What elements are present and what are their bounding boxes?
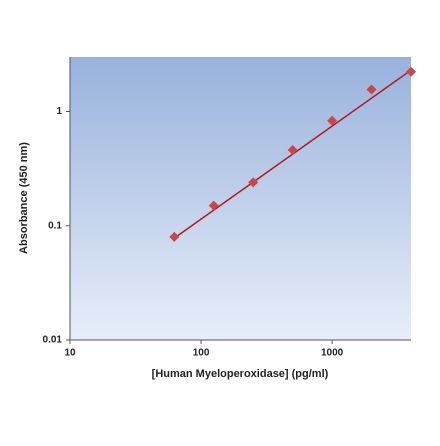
x-axis-title: [Human Myeloperoxidase] (pg/ml)	[152, 368, 329, 380]
point	[169, 231, 180, 242]
point	[406, 66, 416, 77]
x-tick-label: 10	[64, 348, 76, 359]
y-tick-label: 1	[56, 106, 62, 117]
point	[208, 200, 219, 211]
point	[366, 84, 377, 95]
y-tick-label: 0.1	[48, 220, 62, 231]
x-tick-label: 1000	[321, 348, 344, 359]
point	[248, 177, 259, 188]
y-tick-label: 0.01	[43, 335, 63, 346]
x-tick-label: 100	[193, 348, 210, 359]
point	[327, 115, 338, 126]
point	[287, 145, 298, 156]
y-axis-title: Absorbance (450 nm)	[18, 142, 30, 254]
plot-area	[70, 57, 411, 340]
